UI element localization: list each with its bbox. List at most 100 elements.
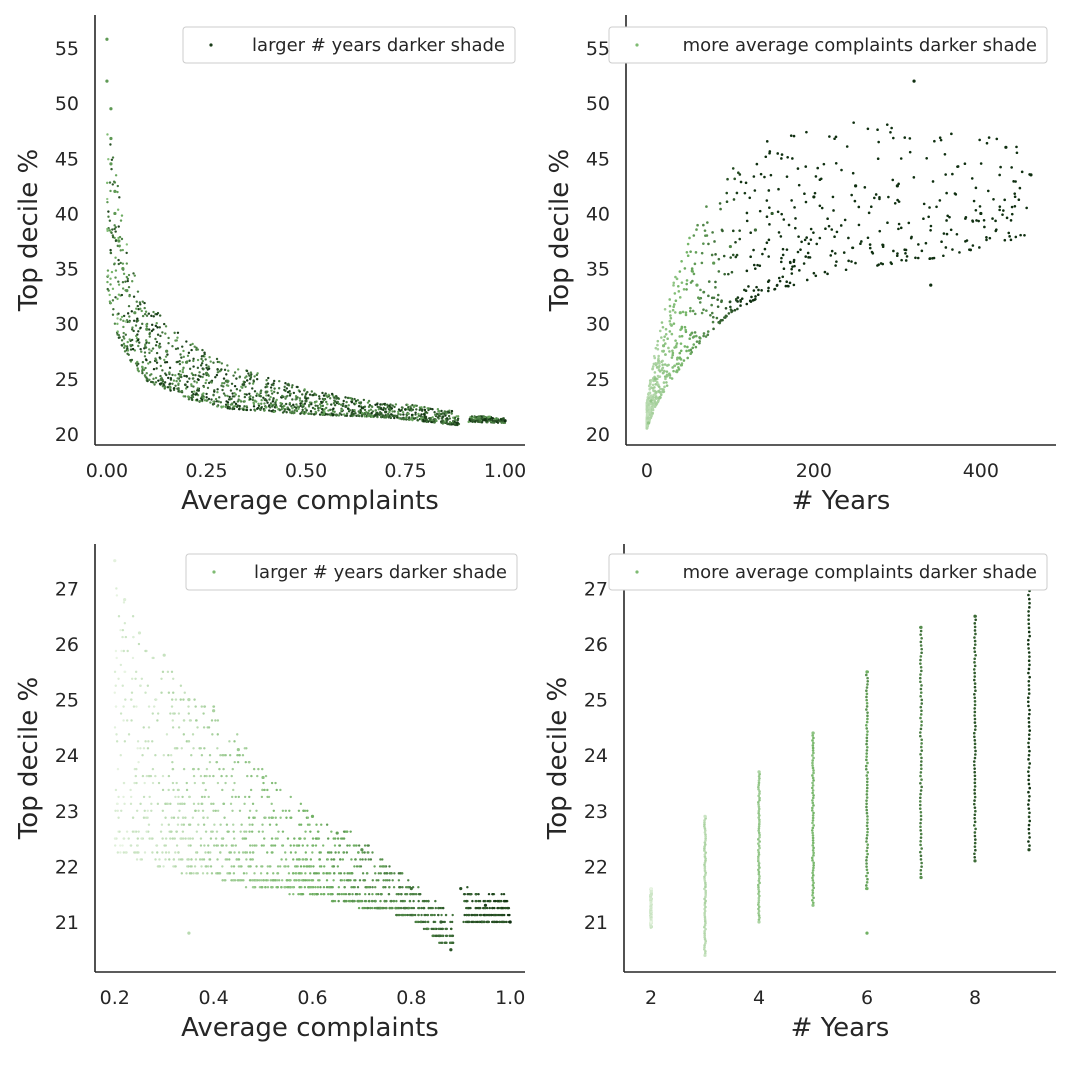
scatter-point xyxy=(181,345,184,348)
scatter-point xyxy=(310,814,315,818)
scatter-point xyxy=(703,933,707,937)
scatter-point xyxy=(256,879,259,882)
scatter-point xyxy=(973,763,976,767)
scatter-point xyxy=(235,387,239,391)
scatter-point xyxy=(374,409,377,412)
scatter-point xyxy=(376,892,380,896)
scatter-point xyxy=(197,767,200,771)
scatter-point xyxy=(655,381,659,384)
scatter-point xyxy=(125,830,129,833)
scatter-point xyxy=(139,684,142,687)
scatter-point xyxy=(322,412,326,415)
scatter-point xyxy=(481,920,484,924)
scatter-point xyxy=(132,319,136,322)
scatter-point xyxy=(768,223,771,226)
scatter-point xyxy=(154,754,157,757)
scatter-point xyxy=(306,809,309,813)
scatter-point xyxy=(249,377,252,381)
scatter-point xyxy=(202,396,205,400)
scatter-point xyxy=(284,397,287,400)
scatter-point xyxy=(757,785,760,789)
scatter-point xyxy=(164,355,168,358)
scatter-point xyxy=(677,290,681,293)
scatter-point xyxy=(680,334,684,338)
scatter-point xyxy=(109,248,112,252)
scatter-point xyxy=(263,837,266,840)
scatter-point xyxy=(688,236,691,240)
scatter-point xyxy=(651,411,654,415)
scatter-point xyxy=(136,290,140,293)
scatter-point xyxy=(385,872,389,875)
scatter-point xyxy=(228,754,232,757)
scatter-point xyxy=(144,310,148,313)
scatter-point xyxy=(720,300,723,304)
scatter-point xyxy=(435,934,438,938)
scatter-point xyxy=(114,239,118,243)
scatter-point xyxy=(672,322,676,325)
scatter-point xyxy=(340,413,343,416)
scatter-point xyxy=(972,802,976,806)
scatter-point xyxy=(317,872,321,875)
scatter-point xyxy=(172,712,175,715)
scatter-point xyxy=(698,336,702,340)
scatter-point xyxy=(227,830,230,833)
scatter-point xyxy=(811,796,815,800)
scatter-point xyxy=(690,267,694,270)
scatter-point xyxy=(388,886,391,889)
scatter-point xyxy=(973,785,977,788)
scatter-point xyxy=(376,411,379,414)
scatter-point xyxy=(508,920,512,924)
scatter-point xyxy=(699,288,702,292)
scatter-point xyxy=(736,296,740,299)
scatter-point xyxy=(463,913,466,917)
scatter-point xyxy=(357,410,360,413)
scatter-point xyxy=(165,733,169,736)
scatter-point xyxy=(865,708,868,711)
scatter-point xyxy=(216,872,220,875)
scatter-point xyxy=(161,369,164,372)
scatter-point xyxy=(363,844,367,847)
scatter-point xyxy=(122,649,126,653)
scatter-point xyxy=(323,865,326,868)
scatter-point xyxy=(419,892,422,896)
scatter-point xyxy=(156,333,160,336)
scatter-point xyxy=(409,887,413,891)
scatter-point xyxy=(974,749,977,753)
scatter-point xyxy=(181,830,185,833)
scatter-point xyxy=(130,719,133,722)
scatter-point xyxy=(169,754,173,757)
scatter-point xyxy=(206,816,209,819)
scatter-point xyxy=(811,871,814,875)
scatter-point xyxy=(431,408,434,411)
scatter-point xyxy=(123,337,126,340)
scatter-point xyxy=(478,906,482,910)
scatter-point xyxy=(279,788,282,792)
scatter-point xyxy=(190,372,194,375)
scatter-point xyxy=(158,326,161,329)
scatter-point xyxy=(435,419,438,423)
scatter-point xyxy=(657,354,660,358)
scatter-point xyxy=(148,774,151,778)
scatter-point xyxy=(668,319,672,323)
scatter-point xyxy=(328,886,331,889)
scatter-point xyxy=(498,420,502,423)
scatter-point xyxy=(147,830,150,833)
scatter-point xyxy=(734,240,737,244)
scatter-point xyxy=(283,865,286,868)
scatter-point xyxy=(106,229,109,233)
scatter-point xyxy=(920,767,923,771)
scatter-point xyxy=(382,886,385,889)
scatter-point xyxy=(919,829,922,832)
scatter-point xyxy=(866,818,869,821)
scatter-point xyxy=(745,219,749,223)
scatter-point xyxy=(919,825,922,829)
scatter-point xyxy=(323,408,326,411)
scatter-point xyxy=(1002,209,1005,212)
scatter-point xyxy=(389,413,393,416)
scatter-point xyxy=(491,417,494,420)
scatter-point xyxy=(133,349,137,352)
scatter-point xyxy=(147,341,151,345)
scatter-point xyxy=(866,730,869,733)
scatter-point xyxy=(196,726,199,729)
scatter-point xyxy=(1014,180,1017,183)
